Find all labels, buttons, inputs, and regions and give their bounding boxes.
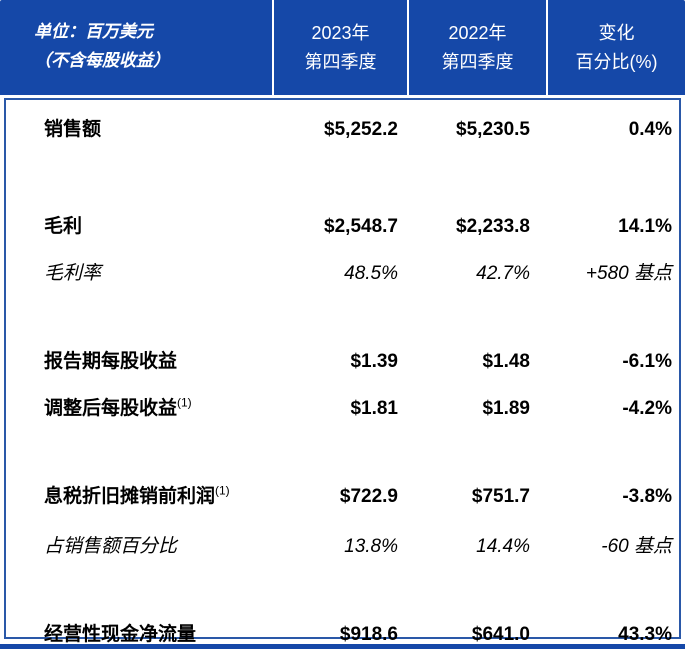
- footnote-marker: (1): [177, 395, 192, 410]
- header-unit-note: 单位：百万美元 （不含每股收益）: [0, 0, 272, 95]
- value-change-pct: -60 基点: [601, 536, 672, 557]
- header-col-2022-q4: 2022年 第四季度: [407, 0, 546, 95]
- value-2022-q4: $2,233.8: [456, 216, 530, 237]
- table-row: 毛利 $2,548.7 $2,233.8 14.1%: [6, 213, 679, 241]
- header-col-2022-line2: 第四季度: [441, 51, 514, 72]
- value-2022-q4: 42.7%: [476, 263, 530, 284]
- header-col-2023-q4: 2023年 第四季度: [272, 0, 407, 95]
- row-label: 报告期每股收益: [44, 351, 178, 372]
- table-row: 毛利率 48.5% 42.7% +580 基点: [6, 260, 679, 288]
- row-label: 经营性现金净流量: [44, 624, 197, 645]
- value-change-pct: +580 基点: [585, 263, 672, 284]
- header-col-2023-line1: 2023年: [311, 22, 370, 43]
- row-label: 息税折旧摊销前利润(1): [44, 483, 230, 507]
- value-2023-q4: $1.39: [350, 351, 398, 372]
- unit-note-line1: 单位：百万美元: [34, 22, 153, 41]
- table-body: 销售额 $5,252.2 $5,230.5 0.4% 毛利 $2,548.7 $2,233.…: [4, 98, 681, 645]
- value-2022-q4: 14.4%: [476, 536, 530, 557]
- value-2022-q4: $641.0: [471, 624, 530, 645]
- header-col-2022-line1: 2022年: [448, 22, 507, 43]
- value-2023-q4: $1.81: [350, 398, 398, 419]
- table-row: 息税折旧摊销前利润(1) $722.9 $751.7 -3.8%: [6, 483, 679, 511]
- row-label: 调整后每股收益(1): [44, 395, 192, 419]
- table-row: 调整后每股收益(1) $1.81 $1.89 -4.2%: [6, 395, 679, 423]
- row-label: 占销售额百分比: [44, 536, 178, 557]
- value-2022-q4: $751.7: [471, 486, 530, 507]
- header-col-change-line2: 百分比(%): [575, 51, 658, 72]
- value-2023-q4: 13.8%: [344, 536, 398, 557]
- header-col-change-line1: 变化: [598, 22, 635, 43]
- value-change-pct: 43.3%: [618, 624, 672, 645]
- value-2023-q4: $2,548.7: [324, 216, 398, 237]
- table-row: 占销售额百分比 13.8% 14.4% -60 基点: [6, 533, 679, 561]
- header-col-change-pct: 变化 百分比(%): [546, 0, 685, 95]
- value-2023-q4: $918.6: [339, 624, 398, 645]
- header-col-2023-line2: 第四季度: [304, 51, 377, 72]
- value-change-pct: -4.2%: [622, 398, 672, 419]
- row-label: 毛利: [44, 216, 83, 237]
- value-2023-q4: $5,252.2: [324, 119, 398, 140]
- table-row: 经营性现金净流量 $918.6 $641.0 43.3%: [6, 621, 679, 649]
- row-label: 毛利率: [44, 263, 102, 284]
- row-label: 销售额: [44, 119, 102, 140]
- table-row: 销售额 $5,252.2 $5,230.5 0.4%: [6, 116, 679, 144]
- value-change-pct: -3.8%: [622, 486, 672, 507]
- table-row: 报告期每股收益 $1.39 $1.48 -6.1%: [6, 348, 679, 376]
- value-change-pct: -6.1%: [622, 351, 672, 372]
- table-header: 单位：百万美元 （不含每股收益） 2023年 第四季度 2022年 第四季度 变…: [0, 0, 685, 95]
- value-2022-q4: $5,230.5: [456, 119, 530, 140]
- footnote-marker: (1): [215, 483, 230, 498]
- value-change-pct: 14.1%: [618, 216, 672, 237]
- value-change-pct: 0.4%: [628, 119, 672, 140]
- value-2022-q4: $1.89: [482, 398, 530, 419]
- value-2023-q4: 48.5%: [344, 263, 398, 284]
- footer-bar: [0, 644, 685, 649]
- value-2023-q4: $722.9: [339, 486, 398, 507]
- value-2022-q4: $1.48: [482, 351, 530, 372]
- unit-note-line2: （不含每股收益）: [34, 51, 170, 70]
